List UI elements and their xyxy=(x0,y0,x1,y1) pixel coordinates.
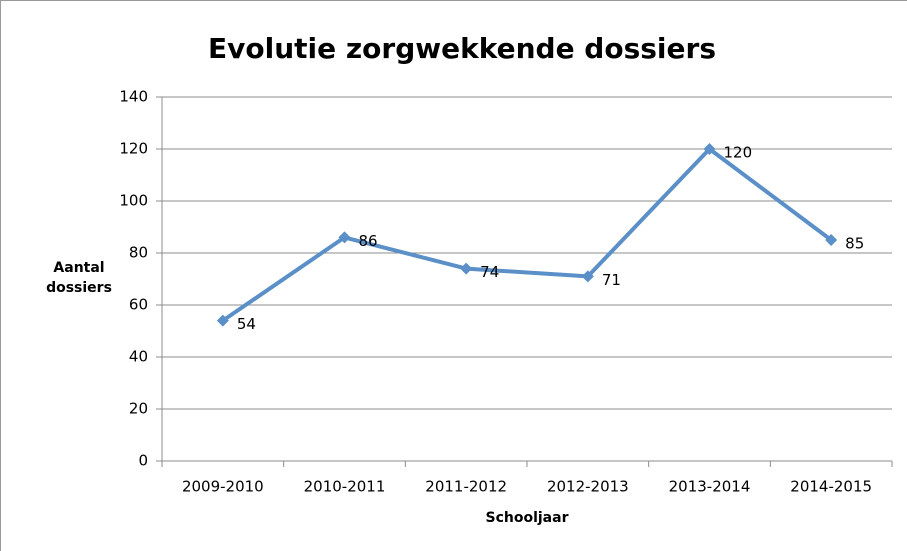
y-axis-label: Aantal dossiers xyxy=(46,260,112,296)
chart-title: Evolutie zorgwekkende dossiers xyxy=(208,32,716,65)
x-tick-label: 2012-2013 xyxy=(547,478,629,496)
line xyxy=(221,147,833,323)
marker xyxy=(825,234,838,246)
marker xyxy=(216,314,229,327)
data-label: 86 xyxy=(359,232,378,250)
y-tick-label: 120 xyxy=(119,140,148,158)
data-label: 85 xyxy=(845,235,864,253)
x-tick-label: 2013-2014 xyxy=(669,478,751,496)
marker xyxy=(703,143,716,155)
data-label: 54 xyxy=(237,315,256,333)
y-tick-label: 80 xyxy=(129,244,148,262)
data-label: 120 xyxy=(724,144,753,162)
y-tick-label: 60 xyxy=(129,296,148,314)
y-tick-label: 20 xyxy=(129,400,148,418)
y-tick-label: 40 xyxy=(129,348,148,366)
marker xyxy=(581,270,594,283)
x-tick-label: 2014-2015 xyxy=(790,478,872,496)
data-label: 74 xyxy=(480,263,499,281)
data-label: 71 xyxy=(602,271,621,289)
y-tick-label: 140 xyxy=(119,88,148,106)
marker xyxy=(460,262,473,275)
y-tick-label: 100 xyxy=(119,192,148,210)
x-tick-label: 2011-2012 xyxy=(425,478,507,496)
x-axis-label: Schooljaar xyxy=(486,510,569,526)
x-tick-label: 2010-2011 xyxy=(304,478,386,496)
x-tick-label: 2009-2010 xyxy=(182,478,264,496)
marker xyxy=(338,231,351,244)
y-tick-label: 0 xyxy=(138,452,148,470)
